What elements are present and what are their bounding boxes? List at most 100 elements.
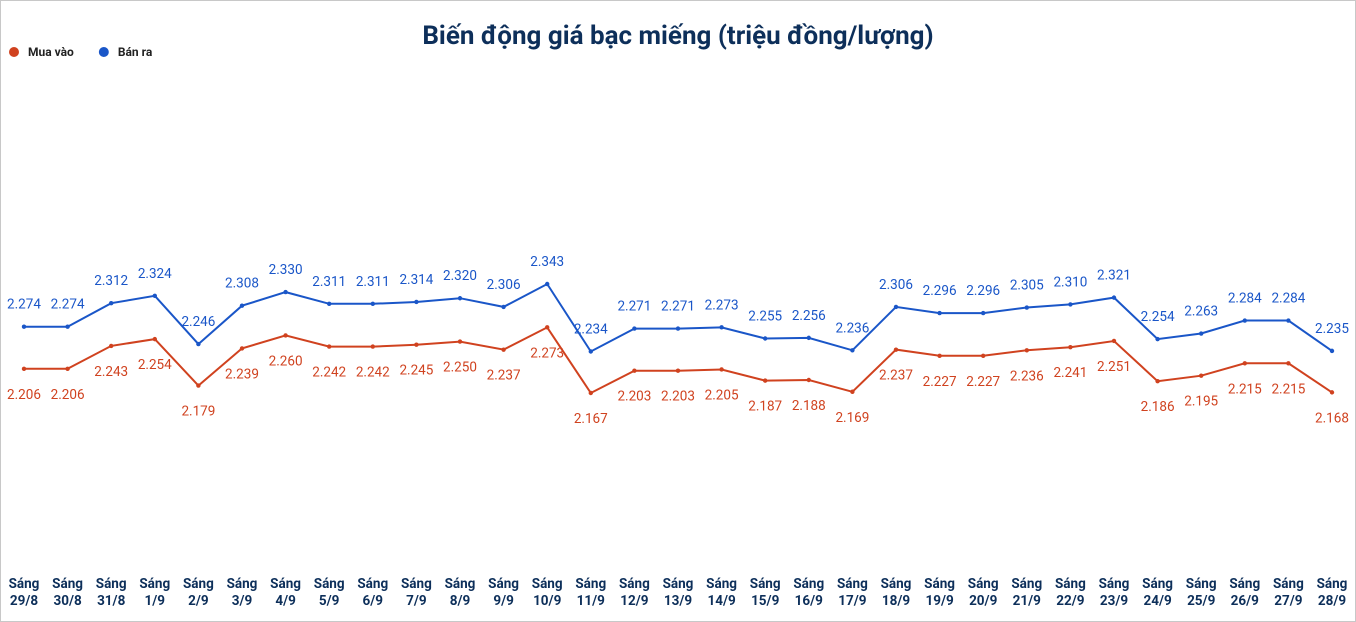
data-label: 2.242 <box>356 365 390 381</box>
data-label: 2.206 <box>51 387 85 403</box>
data-label: 2.305 <box>1010 278 1044 294</box>
data-point <box>850 348 855 353</box>
data-label: 2.215 <box>1271 381 1305 397</box>
data-label: 2.320 <box>443 268 477 284</box>
data-point <box>1286 318 1291 323</box>
x-tick-label: Sáng 4/9 <box>270 576 301 609</box>
data-label: 2.245 <box>399 363 433 379</box>
data-point <box>65 366 70 372</box>
data-point <box>196 383 201 388</box>
data-point <box>545 281 550 287</box>
data-label: 2.306 <box>487 277 521 293</box>
data-label: 2.254 <box>1141 309 1175 325</box>
data-point <box>1199 373 1204 378</box>
data-label: 2.324 <box>138 266 172 282</box>
x-tick-label: Sáng 13/9 <box>662 576 694 609</box>
x-tick-label: Sáng 14/9 <box>706 576 737 609</box>
data-point <box>1242 318 1248 323</box>
data-point <box>806 335 811 341</box>
data-label: 2.296 <box>966 283 1000 299</box>
data-label: 2.206 <box>7 387 41 403</box>
data-point <box>1242 361 1248 366</box>
data-point <box>1155 379 1160 384</box>
x-tick-label: Sáng 22/9 <box>1054 576 1086 609</box>
data-point <box>21 366 27 372</box>
data-label: 2.242 <box>312 365 346 381</box>
data-label: 2.263 <box>1184 304 1218 320</box>
data-label: 2.271 <box>661 299 695 315</box>
data-point <box>937 353 942 359</box>
data-point <box>588 390 593 396</box>
data-point <box>327 301 332 307</box>
data-point <box>152 293 157 298</box>
data-label: 2.273 <box>705 297 739 313</box>
x-tick-label: Sáng 30/8 <box>52 576 83 609</box>
data-label: 2.203 <box>661 389 695 405</box>
legend-label: Bán ra <box>118 45 153 59</box>
data-point <box>719 367 724 372</box>
data-point <box>893 304 899 310</box>
data-point <box>283 289 288 295</box>
x-tick-label: Sáng 21/9 <box>1011 576 1043 609</box>
x-tick-label: Sáng 11/9 <box>575 576 607 609</box>
data-point <box>501 347 506 352</box>
data-label: 2.241 <box>1053 365 1087 381</box>
data-point <box>675 368 681 373</box>
x-tick-label: Sáng 23/9 <box>1098 576 1130 609</box>
data-label: 2.227 <box>923 374 957 390</box>
data-label: 2.255 <box>748 309 782 325</box>
data-label: 2.256 <box>792 308 826 324</box>
data-point <box>675 326 681 331</box>
data-point <box>501 304 506 310</box>
data-label: 2.330 <box>269 262 303 278</box>
data-label: 2.237 <box>879 368 913 384</box>
x-tick-label: Sáng 3/9 <box>226 576 258 609</box>
data-point <box>109 300 114 306</box>
data-point <box>632 326 637 331</box>
data-point <box>1024 305 1030 310</box>
data-point <box>545 325 550 330</box>
data-label: 2.235 <box>1315 321 1349 337</box>
data-label: 2.246 <box>181 314 215 330</box>
x-tick-label: Sáng 20/9 <box>967 576 999 609</box>
data-point <box>65 324 70 329</box>
data-point <box>1068 302 1073 307</box>
data-point <box>1155 336 1160 342</box>
data-label: 2.237 <box>487 368 521 384</box>
data-label: 2.284 <box>1271 291 1305 307</box>
data-point <box>109 343 114 349</box>
x-tick-label: Sáng 6/9 <box>357 576 389 609</box>
data-point <box>981 353 986 359</box>
data-label: 2.243 <box>94 364 128 380</box>
data-point <box>1111 295 1117 300</box>
data-label: 2.236 <box>1010 368 1044 384</box>
data-label: 2.312 <box>94 273 128 289</box>
data-label: 2.251 <box>1097 359 1131 375</box>
x-tick-label: Sáng 7/9 <box>400 576 432 609</box>
data-label: 2.274 <box>7 297 41 313</box>
data-label: 2.236 <box>835 320 869 336</box>
data-point <box>937 310 942 316</box>
data-point <box>806 377 811 383</box>
data-label: 2.254 <box>138 357 172 373</box>
x-tick-label: Sáng 31/8 <box>95 576 127 609</box>
data-point <box>1068 344 1073 350</box>
data-label: 2.234 <box>574 322 608 338</box>
x-tick-label: Sáng 10/9 <box>531 576 563 609</box>
data-point <box>196 341 201 347</box>
data-label: 2.296 <box>923 283 957 299</box>
data-label: 2.203 <box>617 389 651 405</box>
x-tick-label: Sáng 24/9 <box>1142 576 1173 609</box>
x-tick-label: Sáng 28/9 <box>1316 576 1348 609</box>
data-point <box>370 301 375 307</box>
legend-label: Mua vào <box>28 45 74 59</box>
data-point <box>588 349 593 354</box>
data-label: 2.308 <box>225 276 259 292</box>
x-tick-label: Sáng 18/9 <box>880 576 912 609</box>
data-point <box>1329 348 1335 354</box>
data-point <box>893 347 899 352</box>
x-tick-label: Sáng 8/9 <box>444 576 476 609</box>
data-point <box>1286 361 1291 366</box>
data-point <box>1329 390 1335 395</box>
